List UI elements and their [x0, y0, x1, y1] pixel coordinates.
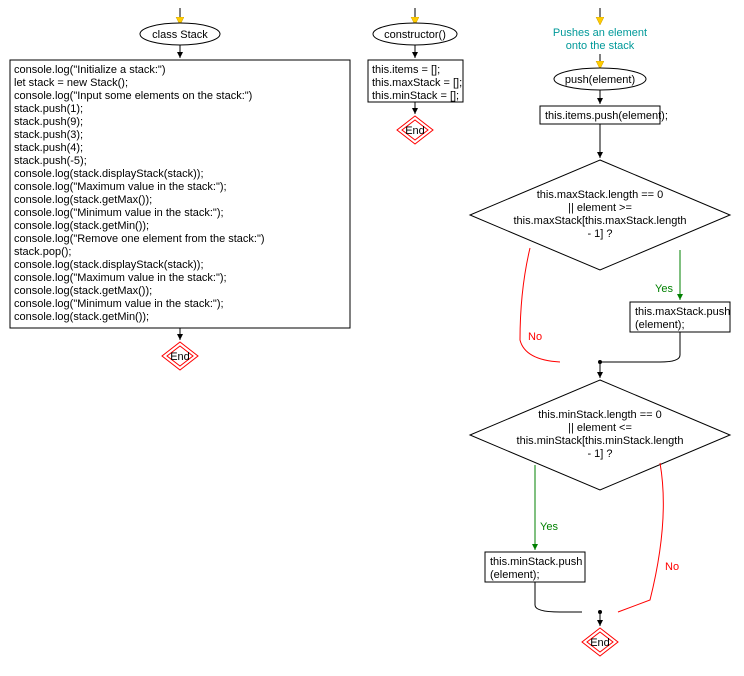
- svg-text:this.minStack.push: this.minStack.push: [490, 556, 582, 568]
- col1-title: class Stack: [152, 29, 208, 41]
- col3-comment-l2: onto the stack: [566, 40, 635, 52]
- col1-end: End: [162, 342, 198, 370]
- col1-code-line: console.log(stack.getMin());: [14, 220, 149, 232]
- col1-code-line: console.log(stack.getMax());: [14, 285, 152, 297]
- col2-title: constructor(): [384, 29, 446, 41]
- svg-text:this.items.push(element);: this.items.push(element);: [545, 110, 668, 122]
- svg-text:this.minStack.length == 0: this.minStack.length == 0: [538, 409, 662, 421]
- svg-text:this.minStack[this.minStack.le: this.minStack[this.minStack.length: [517, 435, 684, 447]
- svg-text:- 1] ?: - 1] ?: [587, 228, 612, 240]
- svg-text:|| element <=: || element <=: [568, 422, 632, 434]
- col1-code-line: stack.push(3);: [14, 129, 83, 141]
- flowchart-canvas: class Stack console.log("Initialize a st…: [0, 0, 744, 676]
- svg-text:this.maxStack.push: this.maxStack.push: [635, 306, 730, 318]
- svg-text:Yes: Yes: [540, 521, 558, 533]
- svg-text:No: No: [528, 331, 542, 343]
- col1-code-line: stack.push(4);: [14, 142, 83, 154]
- svg-text:End: End: [170, 351, 190, 363]
- col3-end: End: [582, 628, 618, 656]
- svg-text:- 1] ?: - 1] ?: [587, 448, 612, 460]
- col2-code-line: this.maxStack = [];: [372, 77, 462, 89]
- col1-code-line: console.log("Maximum value in the stack:…: [14, 181, 227, 193]
- svg-text:End: End: [590, 637, 610, 649]
- col1-code-line: console.log(stack.getMax());: [14, 194, 152, 206]
- svg-text:End: End: [405, 125, 425, 137]
- svg-text:(element);: (element);: [635, 319, 685, 331]
- col1-code-line: console.log("Maximum value in the stack:…: [14, 272, 227, 284]
- col2-end: End: [397, 116, 433, 144]
- col1-code-line: console.log("Minimum value in the stack:…: [14, 207, 224, 219]
- col3-comment-l1: Pushes an element: [553, 27, 647, 39]
- col2: constructor() this.items = [];this.maxSt…: [368, 8, 463, 144]
- col3: Pushes an element onto the stack push(el…: [470, 8, 730, 656]
- col1-code-line: stack.push(1);: [14, 103, 83, 115]
- svg-text:Yes: Yes: [655, 283, 673, 295]
- col1-code-line: console.log("Remove one element from the…: [14, 233, 265, 245]
- col1-code-line: stack.push(-5);: [14, 155, 87, 167]
- col1-code-line: stack.pop();: [14, 246, 71, 258]
- col2-code-line: this.items = [];: [372, 64, 440, 76]
- col1-code-line: console.log("Input some elements on the …: [14, 90, 252, 102]
- svg-text:this.maxStack[this.maxStack.le: this.maxStack[this.maxStack.length: [513, 215, 686, 227]
- svg-text:|| element >=: || element >=: [568, 202, 632, 214]
- col2-code-line: this.minStack = [];: [372, 90, 459, 102]
- svg-text:this.maxStack.length == 0: this.maxStack.length == 0: [537, 189, 664, 201]
- col1: class Stack console.log("Initialize a st…: [10, 8, 350, 370]
- svg-text:(element);: (element);: [490, 569, 540, 581]
- col3-title: push(element): [565, 74, 635, 86]
- col1-code-line: let stack = new Stack();: [14, 77, 128, 89]
- col1-code-line: console.log("Initialize a stack:"): [14, 64, 166, 76]
- col1-code-line: stack.push(9);: [14, 116, 83, 128]
- col1-code-line: console.log(stack.displayStack(stack));: [14, 259, 204, 271]
- col1-code-line: console.log("Minimum value in the stack:…: [14, 298, 224, 310]
- svg-text:No: No: [665, 561, 679, 573]
- col1-code-line: console.log(stack.getMin());: [14, 311, 149, 323]
- col1-code-line: console.log(stack.displayStack(stack));: [14, 168, 204, 180]
